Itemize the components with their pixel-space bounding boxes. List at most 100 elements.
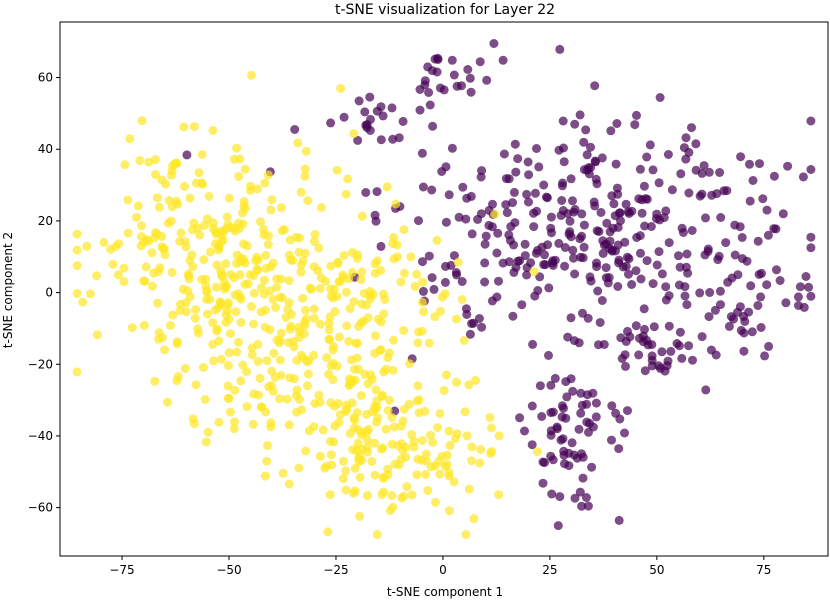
data-point	[615, 208, 625, 218]
data-point	[222, 281, 232, 291]
data-point	[212, 260, 222, 270]
data-point	[486, 448, 496, 458]
data-point	[256, 402, 266, 412]
data-point	[276, 355, 285, 365]
data-point	[488, 199, 497, 209]
data-point	[354, 425, 363, 435]
data-point	[399, 225, 409, 235]
data-point	[191, 305, 201, 315]
data-point	[240, 280, 250, 289]
data-point	[566, 174, 576, 184]
data-point	[371, 385, 381, 395]
data-point	[591, 412, 601, 422]
data-point	[284, 276, 294, 286]
data-point	[452, 429, 462, 439]
data-point	[370, 470, 380, 480]
data-point	[356, 391, 366, 400]
data-point	[214, 336, 224, 346]
data-point	[157, 242, 167, 252]
data-point	[421, 469, 431, 479]
data-point	[234, 171, 244, 181]
data-point	[240, 203, 250, 213]
data-point	[387, 439, 397, 449]
data-point	[490, 209, 500, 219]
plot-frame	[59, 21, 829, 557]
data-point	[272, 335, 282, 345]
data-point	[168, 310, 178, 320]
data-point	[292, 385, 302, 395]
data-point	[290, 125, 300, 134]
data-point	[259, 224, 269, 234]
data-point	[236, 318, 246, 327]
data-point	[435, 409, 445, 418]
data-point	[137, 116, 147, 126]
data-point	[711, 350, 721, 360]
data-point	[640, 324, 649, 334]
data-point	[447, 55, 457, 65]
data-point	[344, 336, 354, 346]
data-point	[152, 193, 162, 203]
data-point	[161, 179, 171, 189]
data-point	[191, 380, 201, 390]
data-point	[645, 140, 655, 150]
data-point	[197, 150, 207, 159]
data-point	[621, 199, 631, 209]
data-point	[362, 120, 372, 130]
data-point	[575, 487, 585, 497]
data-point	[747, 327, 757, 337]
data-point	[289, 374, 299, 384]
data-point	[357, 444, 367, 454]
x-tick-label: 75	[756, 563, 771, 577]
data-point	[133, 201, 143, 211]
data-point	[674, 280, 684, 290]
data-point	[540, 250, 549, 260]
data-point	[769, 171, 779, 181]
data-point	[623, 326, 632, 336]
data-point	[426, 430, 435, 440]
data-point	[492, 248, 502, 258]
data-point	[568, 245, 578, 255]
data-point	[175, 306, 185, 315]
data-point	[476, 172, 486, 182]
data-point	[612, 119, 622, 128]
data-point	[240, 164, 250, 174]
data-point	[648, 165, 658, 175]
data-point	[268, 258, 278, 268]
data-point	[775, 276, 785, 285]
data-point	[548, 261, 558, 270]
data-point	[398, 116, 408, 126]
data-point	[335, 410, 345, 420]
data-point	[149, 268, 159, 278]
data-point	[663, 150, 673, 159]
data-point	[336, 84, 346, 93]
data-point	[574, 424, 584, 434]
data-point	[268, 386, 278, 396]
data-point	[268, 294, 278, 304]
data-point	[377, 390, 387, 400]
data-point	[581, 125, 591, 135]
data-point	[586, 142, 595, 152]
data-point	[646, 222, 656, 231]
data-point	[263, 239, 273, 249]
data-point	[606, 126, 616, 136]
data-point	[602, 218, 612, 228]
data-point	[556, 435, 566, 445]
data-point	[163, 397, 172, 407]
data-point	[557, 412, 567, 422]
data-point	[576, 408, 586, 418]
data-point	[328, 375, 338, 385]
data-point	[370, 268, 380, 278]
data-point	[652, 209, 662, 219]
data-point	[547, 489, 557, 499]
data-point	[620, 428, 629, 438]
data-point	[396, 277, 406, 287]
data-point	[259, 289, 269, 299]
x-axis: −75 −50 −25 0 25 50 75	[109, 556, 771, 577]
data-point	[341, 189, 351, 199]
data-point	[383, 405, 393, 415]
data-point	[400, 268, 409, 278]
data-point	[352, 353, 362, 363]
data-point	[695, 288, 705, 298]
data-point	[266, 418, 276, 428]
data-point	[795, 282, 805, 292]
